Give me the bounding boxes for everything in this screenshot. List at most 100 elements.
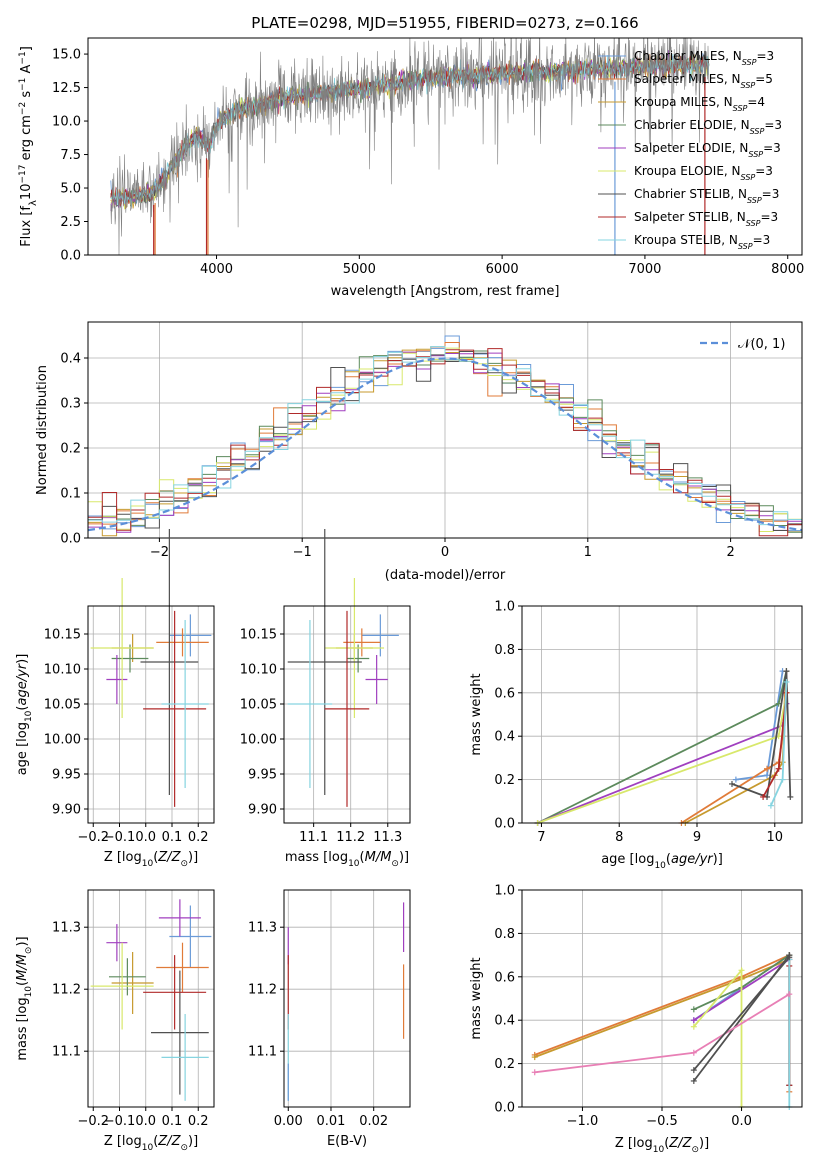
legend-name: Chabrier MILES, N: [634, 49, 742, 63]
legend-entry: Kroupa MILES, NSSP=4: [634, 95, 765, 113]
legend-entry: Kroupa STELIB, NSSP=3: [634, 233, 770, 251]
y-tick-label: 10.10: [44, 663, 81, 678]
legend-name: Salpeter MILES, N: [634, 72, 741, 86]
x-tick-label: 0.0: [731, 1114, 752, 1129]
y-axis-label: mass weight: [469, 673, 484, 755]
y-tick-label: 9.95: [52, 768, 81, 783]
x-tick-label: 0.2: [188, 830, 209, 845]
legend-entry: 𝒩(0, 1): [738, 337, 785, 352]
label-part: 10: [142, 859, 154, 869]
label-part: Z/Z: [157, 1134, 181, 1149]
x-tick-label: 1: [584, 545, 592, 560]
x-tick-label: 11.1: [299, 830, 328, 845]
x-tick-label: −2: [150, 545, 169, 560]
label-part: M/M: [15, 954, 30, 981]
figure-title: PLATE=0298, MJD=51955, FIBERID=0273, z=0…: [251, 14, 638, 32]
y-tick-label: 9.95: [248, 768, 277, 783]
label-part: age/yr: [15, 662, 30, 705]
label-part: λ: [28, 200, 39, 206]
age-vs-metallicity-panel: −0.2−0.1 0.0 0.1 0.29.909.9510.0010.0510.10…: [15, 529, 215, 869]
x-tick-label: −1: [293, 545, 312, 560]
label-part: A: [19, 64, 34, 77]
label-part: )]: [699, 1136, 709, 1151]
axes-frame: [87, 605, 215, 824]
y-axis-label: Normed distribution: [35, 365, 50, 495]
normal-reference-curve: [87, 357, 803, 532]
label-part: −2: [18, 102, 28, 115]
label-part: Z [log: [104, 1134, 142, 1149]
label-part: )]: [15, 654, 30, 664]
y-axis-label: mass [log10(M/M⊙)]: [15, 936, 34, 1060]
y-tick-label: 10.10: [240, 663, 277, 678]
mass-vs-metallicity-panel: −0.2−0.1 0.0 0.1 0.211.111.211.3Z [log10(Z/…: [15, 889, 215, 1153]
legend-entry: Salpeter ELODIE, NSSP=3: [634, 141, 781, 159]
x-tick-label: −0.2: [77, 1114, 109, 1129]
label-part: mass [log: [15, 997, 30, 1060]
y-tick-label: 0.0: [60, 532, 81, 547]
y-tick-label: 9.90: [52, 803, 81, 818]
y-tick-label: 11.2: [52, 983, 81, 998]
label-part: Z [log: [104, 850, 142, 865]
weight-series-line: [731, 670, 792, 799]
legend-count: =3: [762, 187, 780, 201]
y-tick-label: 0.0: [60, 249, 81, 264]
y-tick-label: 11.1: [52, 1045, 81, 1060]
y-tick-label: 1.0: [494, 600, 515, 615]
legend-entry: Chabrier ELODIE, NSSP=3: [634, 118, 782, 136]
label-part: (: [15, 981, 30, 986]
y-tick-label: 11.3: [248, 921, 277, 936]
x-axis-label: (data-model)/error: [385, 568, 506, 583]
label-part: (: [153, 1134, 158, 1149]
label-part: (: [360, 850, 365, 865]
y-tick-label: 10.15: [44, 628, 81, 643]
y-axis-label: age [log10(age/yr)]: [15, 654, 34, 776]
legend-name: Salpeter STELIB, N: [634, 210, 746, 224]
label-part: 10: [142, 1143, 154, 1153]
y-tick-label: 7.5: [60, 148, 81, 163]
y-tick-label: 0.2: [60, 442, 81, 457]
x-tick-label: 0: [441, 545, 449, 560]
y-tick-label: 9.90: [248, 803, 277, 818]
x-tick-label: 10: [767, 830, 784, 845]
label-part: mass weight: [469, 673, 484, 755]
y-tick-label: 10.00: [240, 733, 277, 748]
x-tick-label: 0.00: [274, 1114, 303, 1129]
legend-name: Kroupa ELODIE, N: [634, 164, 741, 178]
label-part: s: [19, 91, 34, 102]
label-part: ⊙: [691, 1145, 699, 1155]
legend-sub: SSP: [741, 81, 756, 90]
x-tick-label: 4000: [200, 262, 233, 277]
label-part: mass [log: [285, 850, 348, 865]
x-tick-label: 5000: [343, 262, 376, 277]
model-spectrum-line: [110, 54, 710, 208]
legend-sub: SSP: [742, 58, 757, 67]
x-tick-label: −0.5: [646, 1114, 678, 1129]
x-axis-label: Z [log10(Z/Z⊙)]: [615, 1136, 709, 1155]
y-axis-label: mass weight: [469, 957, 484, 1039]
x-tick-label: 8000: [771, 262, 804, 277]
x-axis-label: age [log10(age/yr)]: [601, 852, 723, 871]
x-tick-label: 0.02: [359, 1114, 388, 1129]
x-tick-label: 7: [537, 830, 545, 845]
mass-vs-ebv-panel: 0.00 0.01 0.02 11.1 11.2 11.3 E(B-V): [248, 889, 411, 1149]
label-part: mass weight: [469, 957, 484, 1039]
legend-count: =3: [764, 118, 782, 132]
label-part: (data-model)/error: [385, 568, 506, 583]
x-tick-label: 11.3: [373, 830, 402, 845]
x-tick-label: 0.2: [188, 1114, 209, 1129]
legend-sub: SSP: [738, 242, 753, 251]
x-tick-label: 7000: [628, 262, 661, 277]
axes-frame: [283, 889, 411, 1108]
x-tick-label: 2: [726, 545, 734, 560]
label-part: age [log: [601, 852, 654, 867]
axes-frame: [283, 605, 411, 824]
label-part: Z [log: [615, 1136, 653, 1151]
label-part: (: [664, 1136, 669, 1151]
y-tick-label: 10.00: [44, 733, 81, 748]
label-part: Z/Z: [157, 850, 181, 865]
legend-name: Chabrier STELIB, N: [634, 187, 747, 201]
legend-sub: SSP: [750, 127, 765, 136]
x-tick-label: 8: [615, 830, 623, 845]
x-tick-label: 0.1: [162, 1114, 183, 1129]
